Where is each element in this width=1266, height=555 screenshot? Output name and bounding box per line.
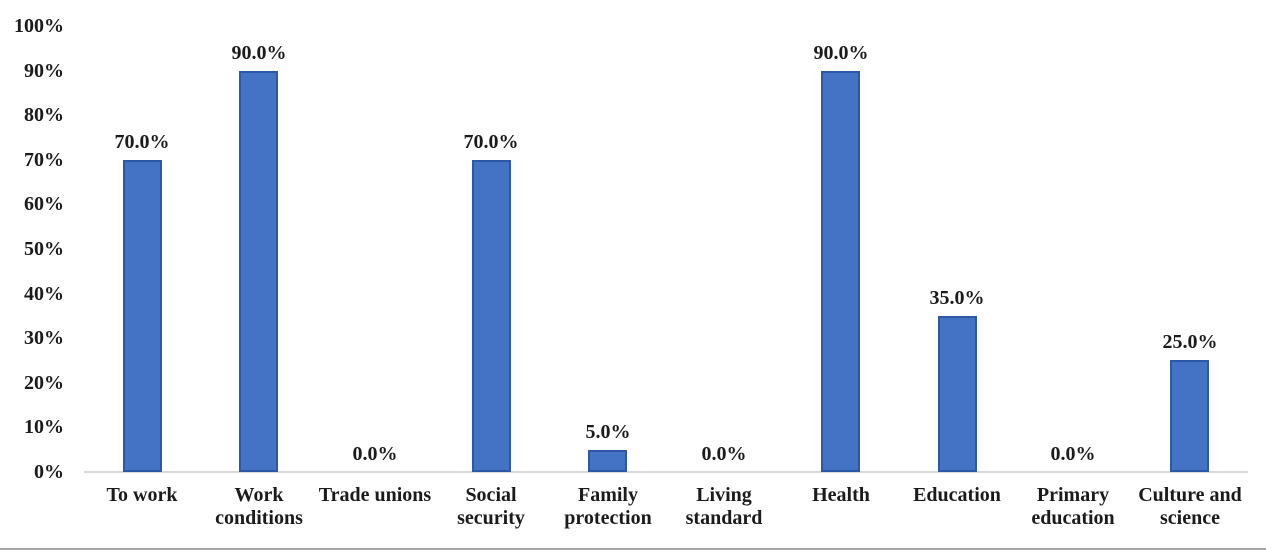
y-axis-tick-label: 50% <box>24 238 64 260</box>
bar <box>239 71 278 472</box>
x-axis-line <box>84 471 1248 473</box>
data-label: 0.0% <box>701 443 747 465</box>
data-label: 5.0% <box>585 421 631 443</box>
y-axis-tick-label: 30% <box>24 327 64 349</box>
category-label: Culture and science <box>1138 484 1242 529</box>
data-label: 70.0% <box>463 131 519 153</box>
bar <box>123 160 162 472</box>
data-label: 90.0% <box>813 42 869 64</box>
data-label: 0.0% <box>352 443 398 465</box>
y-axis-tick-label: 60% <box>24 193 64 215</box>
data-label: 0.0% <box>1050 443 1096 465</box>
y-axis-tick-label: 40% <box>24 283 64 305</box>
data-label: 35.0% <box>929 287 985 309</box>
y-axis-tick-label: 100% <box>14 15 64 37</box>
bar <box>588 450 627 472</box>
data-label: 25.0% <box>1162 331 1218 353</box>
category-label: Work conditions <box>215 484 303 529</box>
category-label: Social security <box>457 484 525 529</box>
category-label: Trade unions <box>318 484 432 506</box>
category-label: Living standard <box>685 484 763 529</box>
bar <box>472 160 511 472</box>
data-label: 90.0% <box>231 42 287 64</box>
figure-bottom-rule <box>0 548 1266 550</box>
category-label: Primary education <box>1031 484 1115 529</box>
category-label: Education <box>913 484 1001 506</box>
y-axis-tick-label: 80% <box>24 104 64 126</box>
category-label: To work <box>106 484 178 506</box>
y-axis-tick-label: 0% <box>34 461 64 483</box>
bar <box>821 71 860 472</box>
bar <box>1170 360 1209 472</box>
data-label: 70.0% <box>114 131 170 153</box>
bar <box>938 316 977 472</box>
y-axis-tick-label: 20% <box>24 372 64 394</box>
y-axis-tick-label: 90% <box>24 60 64 82</box>
category-label: Family protection <box>564 484 652 529</box>
y-axis-tick-label: 70% <box>24 149 64 171</box>
category-label: Health <box>812 484 870 506</box>
y-axis-tick-label: 10% <box>24 416 64 438</box>
